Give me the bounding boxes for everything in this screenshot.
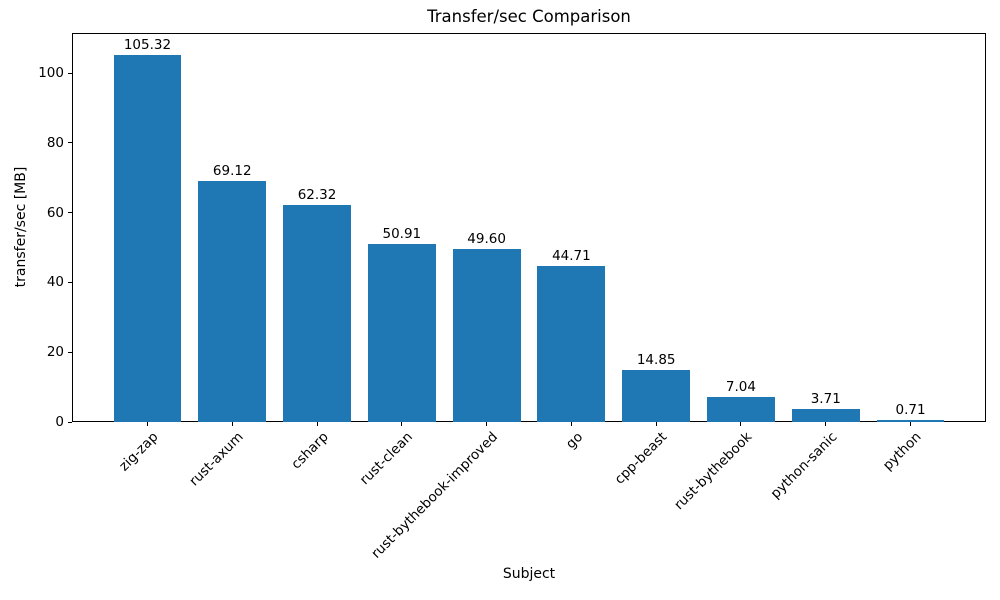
x-tick-mark [486, 422, 488, 426]
y-tick-label: 0 [55, 414, 64, 430]
y-tick-label: 80 [46, 134, 64, 151]
y-axis-label: transfer/sec [MB] [13, 166, 29, 288]
bar [198, 180, 267, 422]
x-tick-mark [570, 422, 572, 426]
x-tick-mark [401, 422, 403, 426]
x-tick-label: csharp [287, 429, 332, 473]
y-tick-mark [68, 421, 72, 423]
y-tick-label: 20 [46, 344, 64, 361]
bar [537, 266, 606, 422]
y-tick-mark [68, 281, 72, 283]
bar [876, 419, 945, 422]
x-axis-label: Subject [502, 566, 556, 582]
x-tick-mark [146, 422, 148, 426]
bar-value-label: 69.12 [212, 162, 252, 179]
x-tick-label: zig-zap [116, 429, 162, 475]
x-tick-label: rust-bythebook [671, 429, 756, 514]
x-tick-mark [910, 422, 912, 426]
y-tick-mark [68, 351, 72, 353]
x-tick-label: rust-axum [186, 429, 247, 490]
y-tick-mark [68, 72, 72, 74]
bar [113, 54, 182, 422]
y-tick-mark [68, 212, 72, 214]
bar-value-label: 3.71 [810, 391, 841, 408]
y-tick-label: 60 [46, 204, 64, 221]
bar-value-label: 105.32 [123, 36, 172, 53]
x-tick-mark [316, 422, 318, 426]
x-tick-label: python-sanic [767, 429, 841, 502]
bar [452, 248, 521, 422]
bar-value-label: 14.85 [636, 352, 676, 369]
bar-value-label: 0.71 [895, 401, 926, 418]
x-tick-mark [740, 422, 742, 426]
x-tick-mark [231, 422, 233, 426]
bar [707, 397, 775, 422]
bar-value-label: 49.60 [467, 230, 506, 247]
x-tick-mark [825, 422, 827, 426]
bar-value-label: 62.32 [297, 186, 337, 203]
y-tick-label: 40 [46, 274, 64, 291]
bar [622, 370, 691, 422]
x-tick-label: cpp-beast [611, 429, 671, 488]
x-tick-label: go [562, 429, 586, 453]
bar [283, 204, 351, 422]
bar-value-label: 7.04 [725, 379, 756, 396]
y-tick-mark [68, 142, 72, 144]
x-tick-label: python [880, 429, 925, 474]
chart-title: Transfer/sec Comparison [427, 7, 631, 26]
x-tick-label: rust-clean [357, 429, 417, 489]
bar [791, 409, 860, 422]
x-tick-mark [655, 422, 657, 426]
bar-value-label: 44.71 [552, 248, 591, 265]
y-tick-label: 100 [38, 65, 64, 82]
bar-value-label: 50.91 [382, 226, 422, 243]
bar [367, 244, 436, 422]
